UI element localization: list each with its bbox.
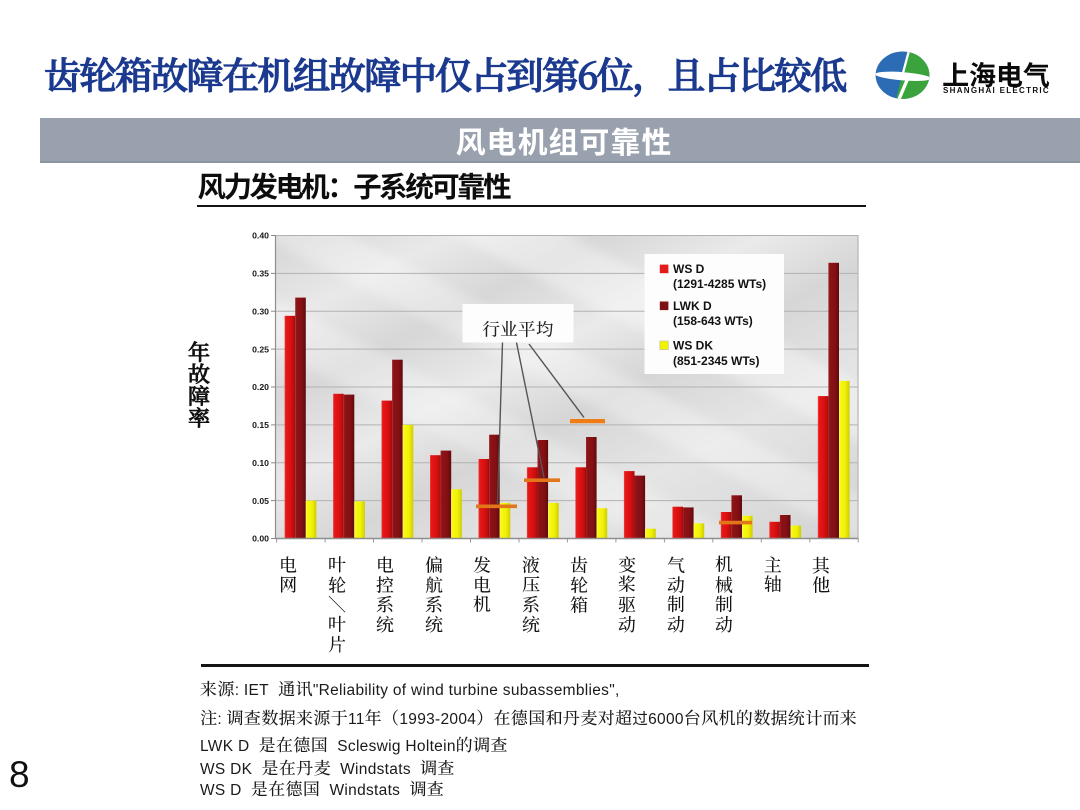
svg-text:0.20: 0.20 xyxy=(252,382,269,392)
svg-text:0.40: 0.40 xyxy=(252,231,269,241)
svg-text:0.35: 0.35 xyxy=(252,269,269,279)
svg-text:0.10: 0.10 xyxy=(252,458,269,468)
svg-text:WS DK: WS DK xyxy=(673,339,713,353)
svg-text:0.05: 0.05 xyxy=(252,496,269,506)
svg-text:(851-2345 WTs): (851-2345 WTs) xyxy=(673,354,759,368)
svg-text:LWK D: LWK D xyxy=(673,299,712,313)
svg-text:(1291-4285 WTs): (1291-4285 WTs) xyxy=(673,277,766,291)
svg-text:(158-643 WTs): (158-643 WTs) xyxy=(673,314,753,328)
svg-text:WS D: WS D xyxy=(673,262,705,276)
svg-text:0.25: 0.25 xyxy=(252,344,269,354)
svg-text:0.00: 0.00 xyxy=(252,534,269,544)
svg-text:0.15: 0.15 xyxy=(252,420,269,430)
svg-text:0.30: 0.30 xyxy=(252,306,269,316)
svg-text:行业平均: 行业平均 xyxy=(482,317,554,342)
